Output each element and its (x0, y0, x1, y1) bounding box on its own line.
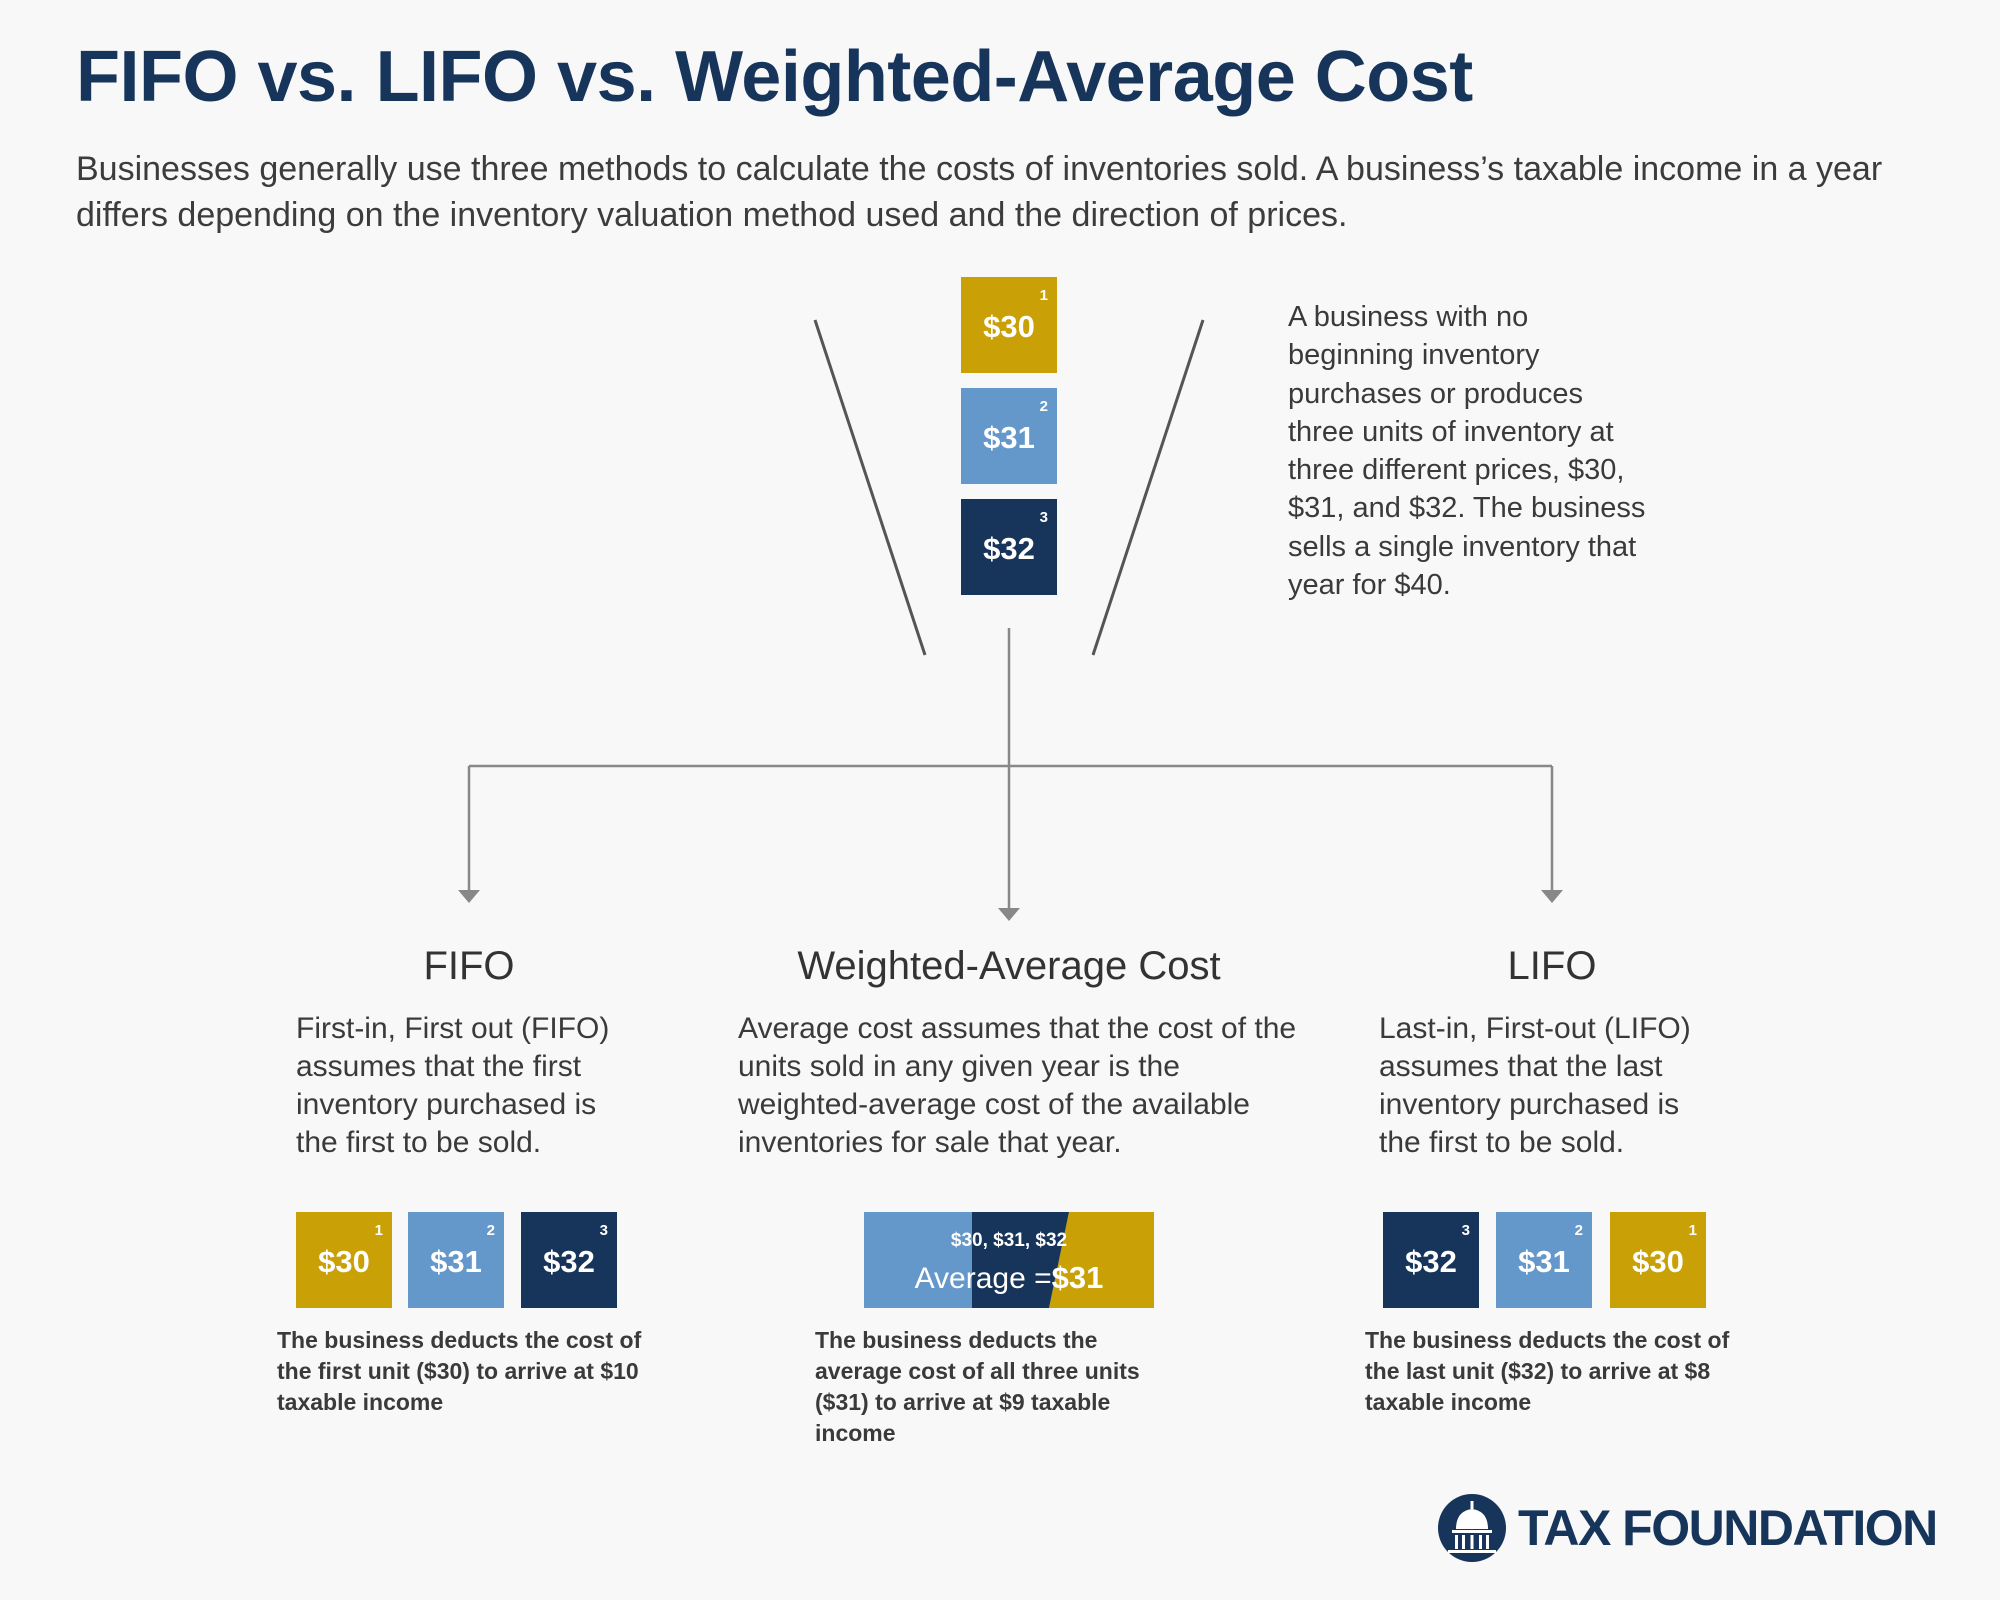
weighted-heading: Weighted-Average Cost (797, 944, 1221, 988)
lifo-note: The business deducts the cost of the las… (1365, 1327, 1730, 1415)
funnel-line-right (1091, 319, 1205, 656)
tax-foundation-logo: TAX FOUNDATION (1436, 1492, 1938, 1564)
arrow-fifo-icon (458, 890, 480, 903)
capitol-dome-icon (1438, 1494, 1506, 1562)
unit-number: 2 (1039, 398, 1048, 415)
lifo-heading: LIFO (1507, 944, 1597, 988)
inventory-description: A business with no beginning inventory p… (1288, 301, 1646, 602)
unit-price: $32 (983, 531, 1035, 566)
average-inputs: $30, $31, $32 (950, 1230, 1068, 1251)
unit-number: 3 (1039, 509, 1048, 526)
fifo-box-3: 3 $32 (521, 1212, 617, 1308)
unit-price: $31 (1518, 1244, 1570, 1279)
average-segment-gold (1049, 1212, 1154, 1308)
average-value: $31 (1051, 1260, 1104, 1295)
average-bar-segments (864, 1212, 1154, 1308)
weighted-average-bar: $30, $31, $32 Average =$31 (864, 1212, 1154, 1308)
arrow-lifo-icon (1541, 890, 1563, 903)
unit-price: $30 (1632, 1244, 1684, 1279)
fifo-note: The business deducts the cost of the fir… (277, 1327, 642, 1415)
page-title: FIFO vs. LIFO vs. Weighted-Average Cost (76, 37, 1473, 117)
inventory-unit-1: 1 $30 (961, 277, 1057, 373)
unit-price: $31 (430, 1244, 482, 1279)
weighted-description: Average cost assumes that the cost of th… (738, 1012, 1297, 1159)
average-formula: Average =$31 (864, 1260, 1154, 1296)
fifo-description: First-in, First out (FIFO) assumes that … (296, 1012, 610, 1159)
weighted-note: The business deducts the average cost of… (815, 1327, 1140, 1446)
unit-price: $32 (543, 1244, 595, 1279)
funnel-line-left (813, 319, 927, 656)
lifo-box-1: 1 $30 (1610, 1212, 1706, 1308)
lifo-box-2: 2 $31 (1496, 1212, 1592, 1308)
lifo-box-3: 3 $32 (1383, 1212, 1479, 1308)
unit-number: 2 (486, 1222, 495, 1239)
unit-number: 2 (1574, 1222, 1583, 1239)
unit-number: 3 (599, 1222, 608, 1239)
unit-price: $30 (318, 1244, 370, 1279)
page-subtitle: Businesses generally use three methods t… (76, 150, 1883, 234)
lifo-description: Last-in, First-out (LIFO) assumes that t… (1379, 1012, 1691, 1159)
unit-number: 1 (374, 1222, 383, 1239)
unit-price: $31 (983, 420, 1035, 455)
logo-wordmark: TAX FOUNDATION (1518, 1500, 1938, 1556)
average-label: Average = (914, 1262, 1052, 1295)
unit-number: 1 (1039, 287, 1048, 304)
inventory-unit-3: 3 $32 (961, 499, 1057, 595)
inventory-unit-2: 2 $31 (961, 388, 1057, 484)
fifo-box-1: 1 $30 (296, 1212, 392, 1308)
unit-number: 3 (1461, 1222, 1470, 1239)
unit-number: 1 (1688, 1222, 1697, 1239)
unit-price: $30 (983, 309, 1035, 344)
average-segment-navy (972, 1212, 1069, 1308)
arrow-weighted-icon (998, 908, 1020, 921)
fifo-box-2: 2 $31 (408, 1212, 504, 1308)
fifo-heading: FIFO (423, 944, 515, 988)
unit-price: $32 (1405, 1244, 1457, 1279)
